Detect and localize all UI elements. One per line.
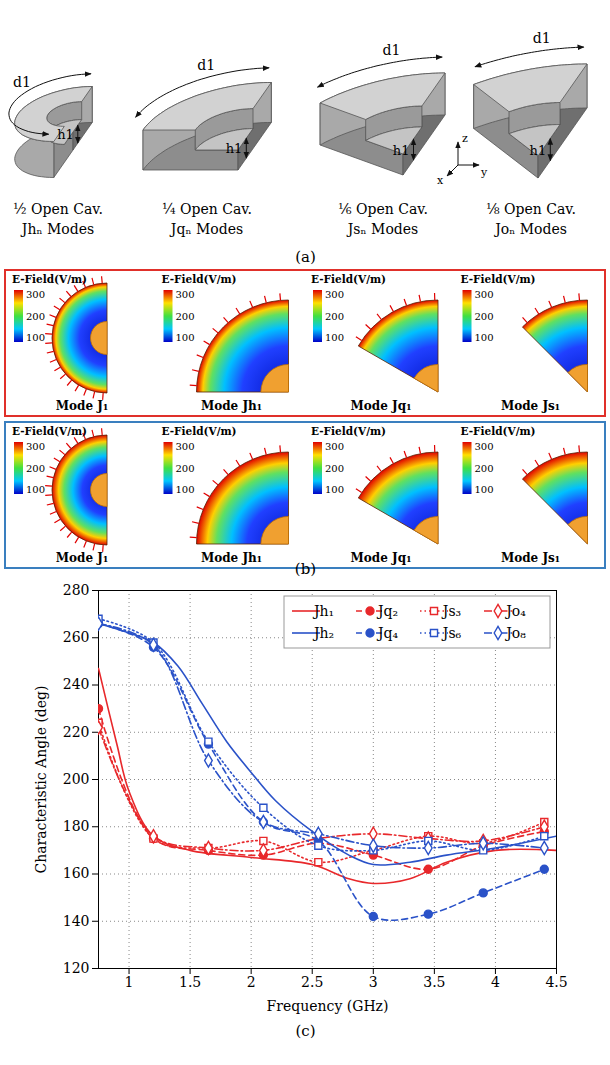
svg-text:h1: h1	[393, 143, 410, 158]
svg-text:Jo₈: Jo₈	[504, 625, 526, 641]
svg-text:300: 300	[475, 441, 494, 452]
svg-text:Jhₙ Modes: Jhₙ Modes	[20, 221, 94, 237]
svg-text:240: 240	[63, 676, 90, 692]
svg-text:Characteristic Angle (deg): Characteristic Angle (deg)	[33, 685, 49, 873]
svg-text:Jh₂: Jh₂	[312, 625, 334, 641]
svg-text:Jo₄: Jo₄	[504, 603, 526, 619]
svg-text:200: 200	[26, 311, 45, 322]
svg-text:Jq₄: Jq₄	[376, 625, 399, 641]
svg-text:Mode Jq₁: Mode Jq₁	[351, 551, 412, 565]
svg-text:4: 4	[491, 974, 500, 990]
svg-text:180: 180	[63, 818, 90, 834]
svg-text:300: 300	[26, 441, 45, 452]
svg-text:Jsₙ Modes: Jsₙ Modes	[346, 221, 419, 237]
svg-text:z: z	[462, 132, 468, 145]
svg-text:h1: h1	[57, 127, 74, 142]
svg-text:300: 300	[325, 441, 344, 452]
svg-text:Mode Js₁: Mode Js₁	[501, 551, 560, 565]
svg-text:d1: d1	[533, 30, 551, 46]
svg-text:⅛ Open Cav.: ⅛ Open Cav.	[486, 201, 576, 217]
svg-text:100: 100	[325, 484, 344, 495]
svg-text:(a): (a)	[295, 248, 316, 266]
svg-text:280: 280	[63, 582, 90, 598]
svg-text:E-Field(V/m): E-Field(V/m)	[461, 425, 536, 437]
svg-text:Js₆: Js₆	[441, 625, 462, 641]
svg-text:200: 200	[26, 463, 45, 474]
svg-text:260: 260	[63, 629, 90, 645]
svg-text:200: 200	[475, 463, 494, 474]
svg-text:E-Field(V/m): E-Field(V/m)	[162, 425, 237, 437]
svg-text:E-Field(V/m): E-Field(V/m)	[461, 273, 536, 285]
svg-text:Jh₁: Jh₁	[312, 603, 334, 619]
svg-text:100: 100	[475, 484, 494, 495]
svg-text:Mode Jq₁: Mode Jq₁	[351, 399, 412, 413]
svg-text:2: 2	[247, 974, 256, 990]
svg-text:Frequency (GHz): Frequency (GHz)	[267, 998, 389, 1014]
svg-text:4.5: 4.5	[545, 974, 567, 990]
svg-text:300: 300	[475, 289, 494, 300]
svg-text:E-Field(V/m): E-Field(V/m)	[12, 273, 87, 285]
svg-text:200: 200	[63, 771, 90, 787]
html-text:(c): (c)	[295, 1022, 316, 1040]
svg-text:Mode Js₁: Mode Js₁	[501, 399, 560, 413]
svg-text:120: 120	[63, 960, 90, 976]
svg-text:220: 220	[63, 724, 90, 740]
svg-text:100: 100	[26, 332, 45, 343]
svg-text:h1: h1	[226, 141, 243, 156]
svg-text:E-Field(V/m): E-Field(V/m)	[162, 273, 237, 285]
svg-text:d1: d1	[197, 57, 215, 73]
svg-text:d1: d1	[13, 74, 31, 90]
svg-text:100: 100	[325, 332, 344, 343]
svg-text:h1: h1	[530, 143, 547, 158]
svg-text:1: 1	[125, 974, 134, 990]
svg-text:Js₃: Js₃	[441, 603, 461, 619]
svg-text:200: 200	[176, 463, 195, 474]
svg-text:300: 300	[176, 289, 195, 300]
svg-text:160: 160	[63, 865, 90, 881]
svg-text:100: 100	[26, 484, 45, 495]
svg-text:Jq₂: Jq₂	[376, 603, 398, 619]
svg-text:200: 200	[475, 311, 494, 322]
svg-text:⅙ Open Cav.: ⅙ Open Cav.	[338, 201, 428, 217]
svg-text:140: 140	[63, 913, 90, 929]
svg-text:Jqₙ Modes: Jqₙ Modes	[169, 221, 243, 237]
svg-text:¼ Open Cav.: ¼ Open Cav.	[162, 201, 252, 217]
svg-text:3.5: 3.5	[423, 974, 445, 990]
svg-text:200: 200	[325, 463, 344, 474]
svg-text:E-Field(V/m): E-Field(V/m)	[12, 425, 87, 437]
svg-text:Mode Jh₁: Mode Jh₁	[201, 399, 262, 413]
svg-text:2.5: 2.5	[301, 974, 323, 990]
svg-text:300: 300	[176, 441, 195, 452]
svg-text:Mode J₁: Mode J₁	[56, 399, 108, 413]
svg-text:100: 100	[475, 332, 494, 343]
svg-text:200: 200	[176, 311, 195, 322]
svg-text:1.5: 1.5	[179, 974, 201, 990]
svg-text:100: 100	[176, 332, 195, 343]
svg-text:3: 3	[369, 974, 378, 990]
svg-text:Joₙ Modes: Joₙ Modes	[493, 221, 567, 237]
svg-text:½ Open Cav.: ½ Open Cav.	[13, 201, 103, 217]
svg-text:d1: d1	[383, 42, 401, 58]
svg-text:Mode J₁: Mode J₁	[56, 551, 108, 565]
svg-text:x: x	[437, 174, 444, 187]
svg-text:Mode Jh₁: Mode Jh₁	[201, 551, 262, 565]
svg-text:(b): (b)	[295, 560, 316, 578]
svg-text:E-Field(V/m): E-Field(V/m)	[311, 273, 386, 285]
svg-text:300: 300	[325, 289, 344, 300]
svg-text:E-Field(V/m): E-Field(V/m)	[311, 425, 386, 437]
svg-text:200: 200	[325, 311, 344, 322]
svg-text:100: 100	[176, 484, 195, 495]
svg-text:300: 300	[26, 289, 45, 300]
svg-text:y: y	[480, 166, 488, 179]
